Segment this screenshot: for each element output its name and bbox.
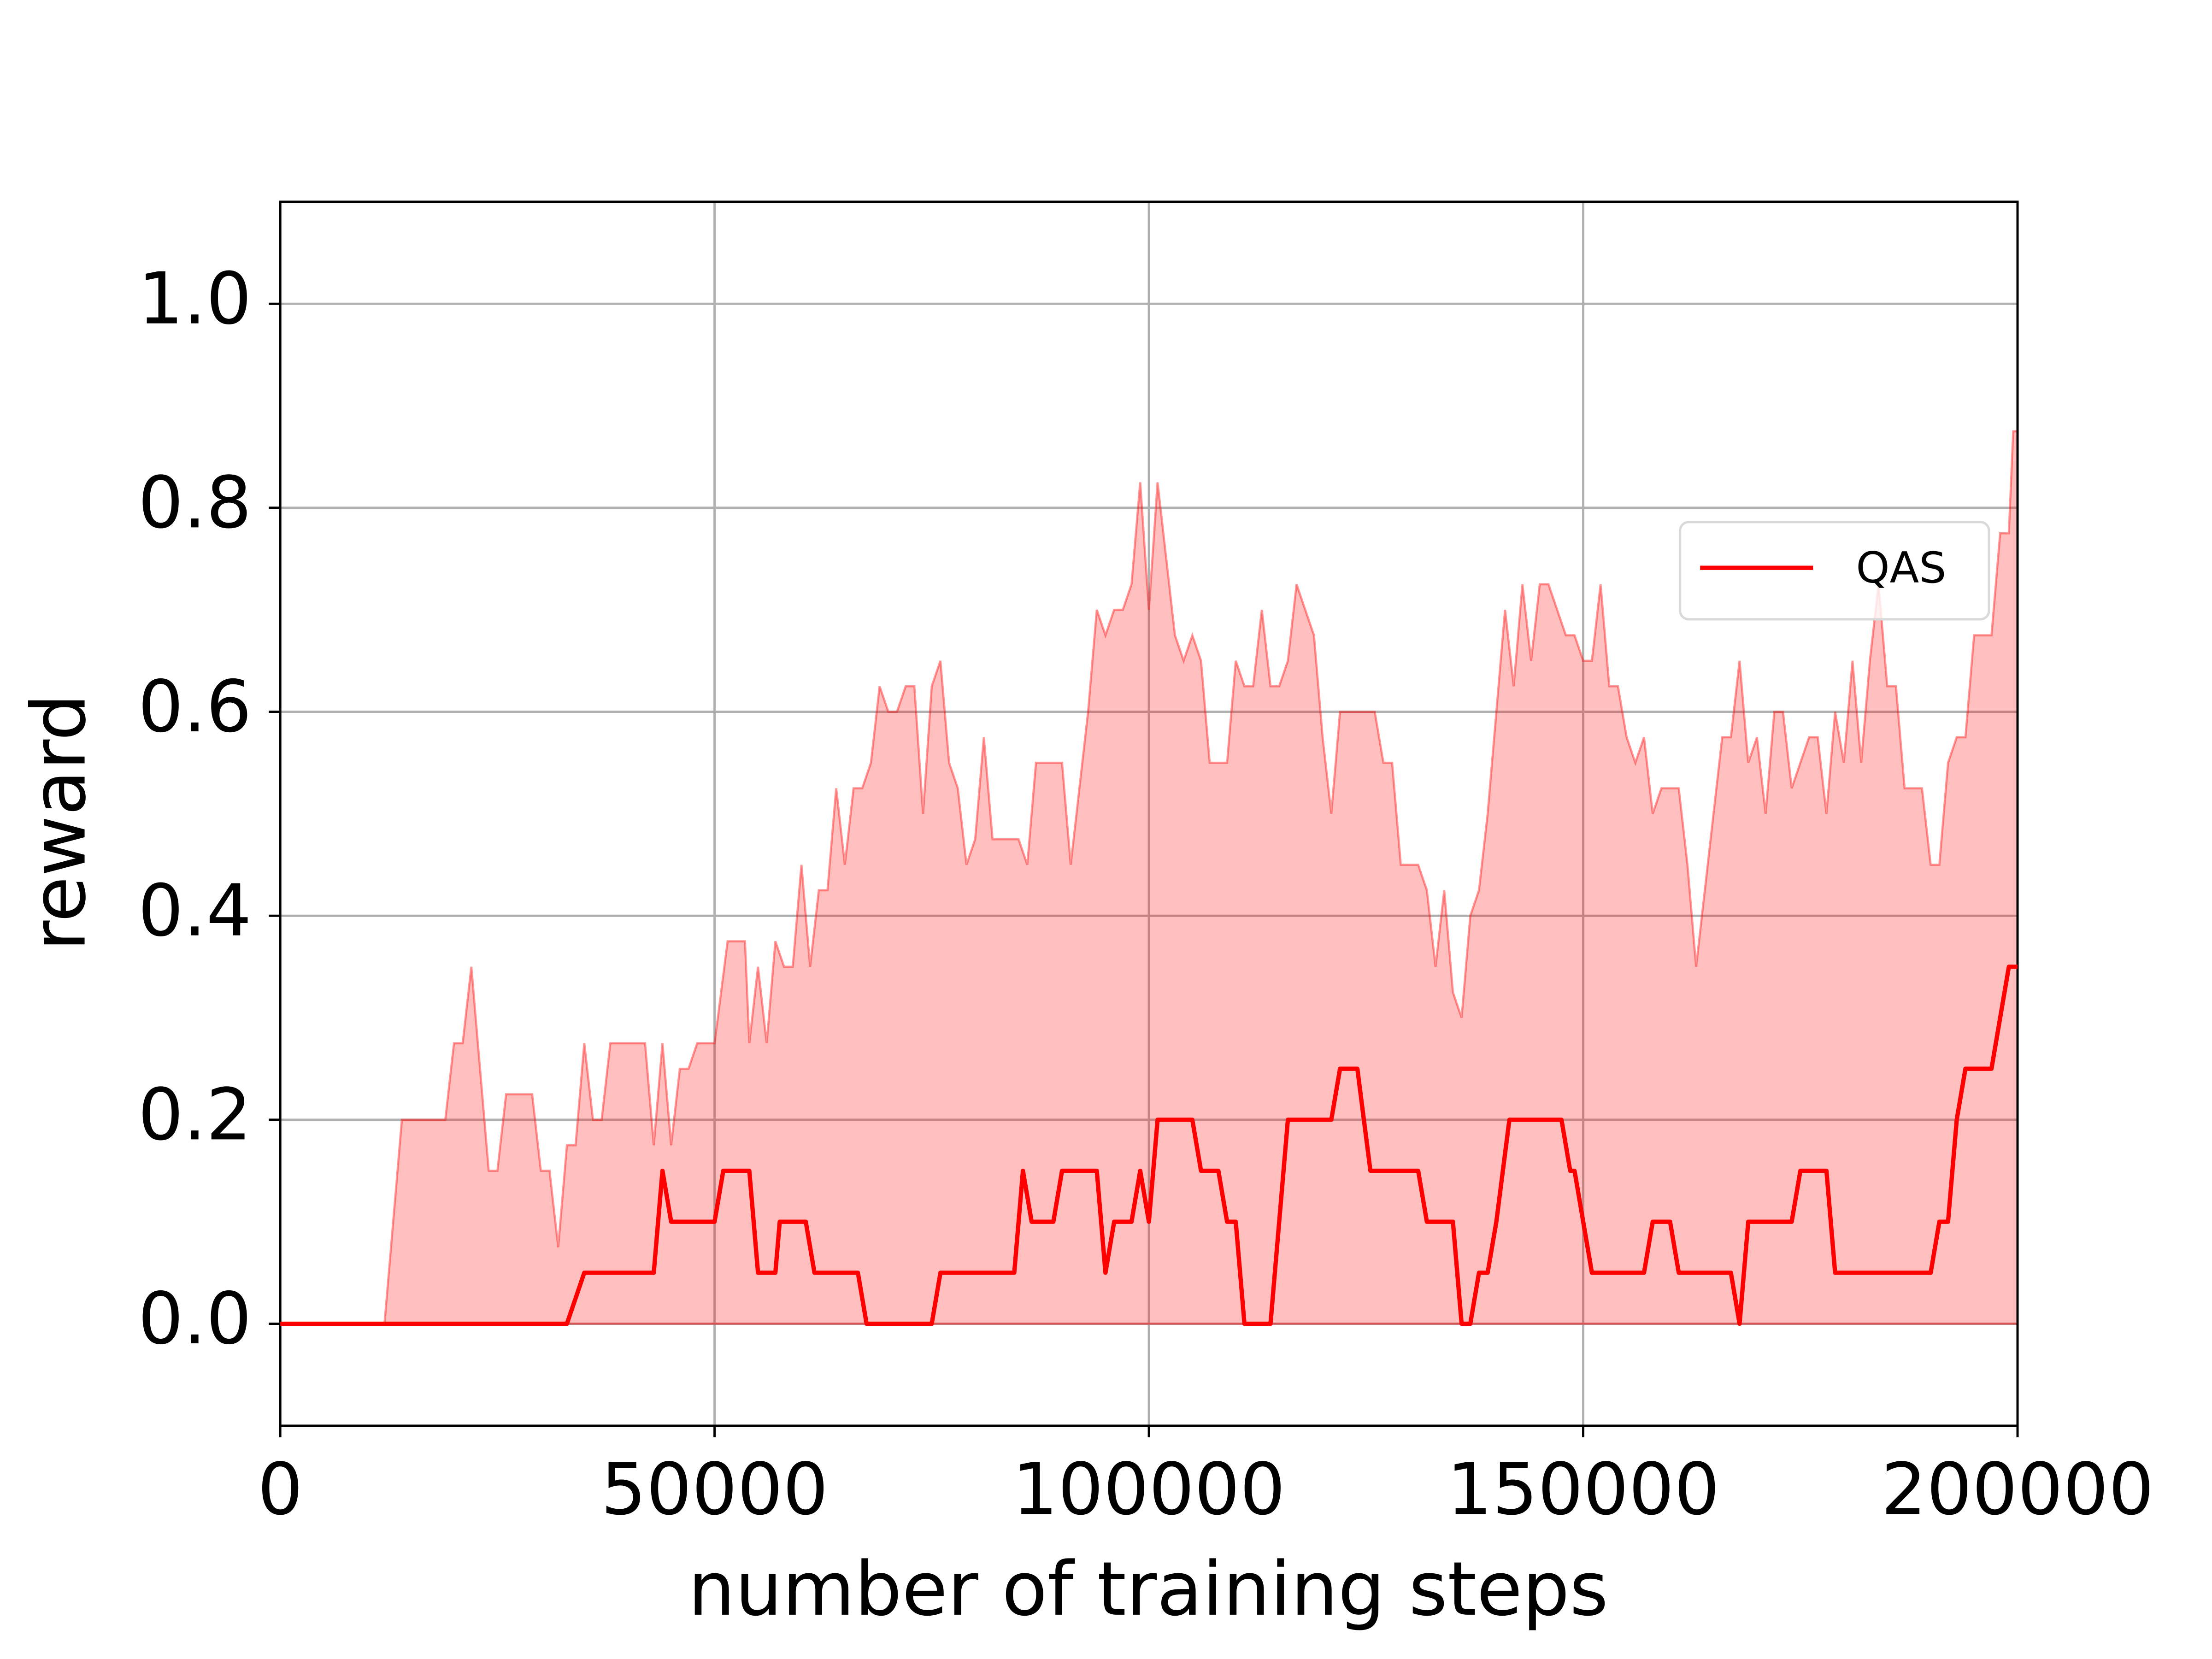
x-tick-label: 200000 [1881, 1447, 2154, 1531]
y-axis-label: reward [16, 694, 103, 951]
legend-label: QAS [1856, 543, 1946, 593]
y-tick-label: 0.8 [138, 461, 252, 544]
y-tick-label: 0.2 [138, 1073, 252, 1156]
x-axis-label: number of training steps [688, 1546, 1608, 1633]
x-tick-label: 150000 [1447, 1447, 1719, 1531]
line [280, 965, 2018, 1326]
y-tick-label: 0.0 [138, 1277, 252, 1360]
y-tick-label: 0.4 [138, 869, 252, 953]
band-area [280, 430, 2019, 1325]
x-tick-label: 50000 [601, 1447, 828, 1531]
x-tick-label: 100000 [1012, 1447, 1285, 1531]
x-tick-label: 0 [258, 1447, 303, 1531]
y-tick-label: 1.0 [138, 257, 252, 341]
legend-box [1679, 521, 1990, 621]
y-tick-label: 0.6 [138, 665, 252, 748]
plot-area [279, 201, 2019, 1426]
